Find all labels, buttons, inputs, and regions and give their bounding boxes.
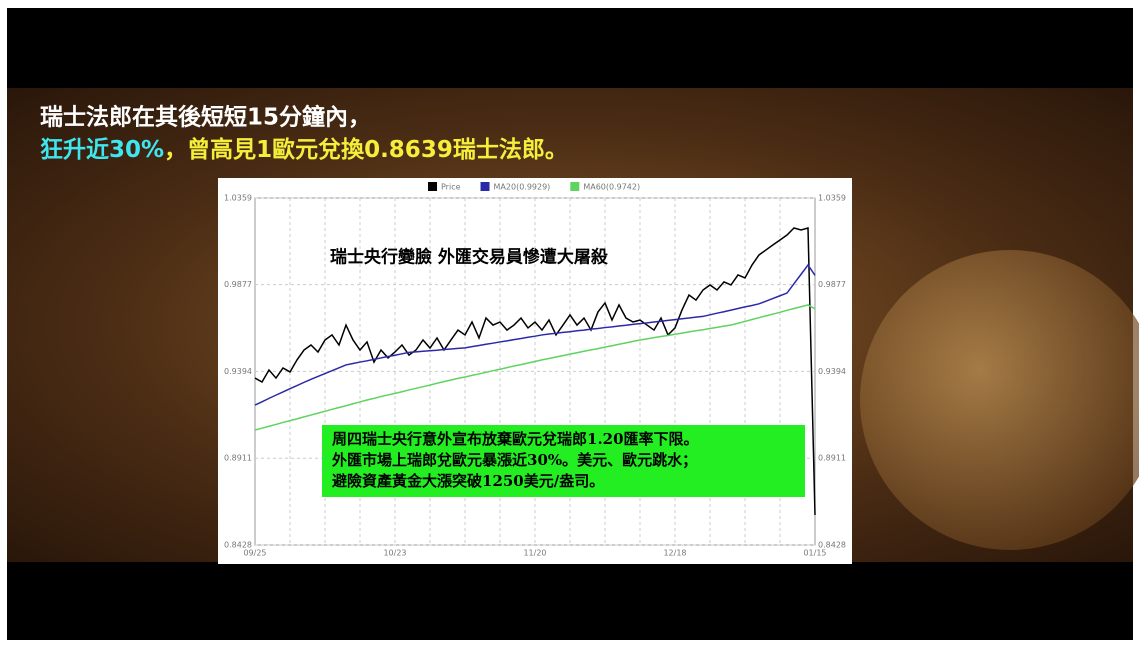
legend-label: MA60(0.9742)	[583, 183, 640, 192]
x-tick-label: 10/23	[383, 549, 406, 558]
legend-label: Price	[441, 183, 461, 192]
y2-tick-label: 0.8428	[818, 541, 846, 550]
annotation-text: 外匯市場上瑞郎兌歐元暴漲近30%。美元、歐元跳水；	[331, 451, 697, 469]
y-tick-label: 1.0359	[224, 194, 252, 203]
y2-tick-label: 0.9394	[818, 367, 846, 376]
y-tick-label: 0.8428	[224, 541, 252, 550]
series-line	[254, 227, 816, 516]
annotation-box	[322, 425, 805, 497]
x-tick-label: 09/25	[243, 549, 266, 558]
y-tick-label: 0.9394	[224, 367, 252, 376]
y2-tick-label: 0.9877	[818, 280, 846, 289]
legend-swatch	[570, 182, 580, 191]
x-tick-label: 01/15	[803, 549, 826, 558]
caption-highlight: 狂升近30%	[40, 137, 164, 163]
series-line	[254, 304, 816, 431]
legend-swatch	[428, 182, 437, 191]
annotation-text: 周四瑞士央行意外宣布放棄歐元兌瑞郎1.20匯率下限。	[332, 430, 699, 448]
y-tick-label: 0.8911	[224, 454, 252, 463]
y2-tick-label: 1.0359	[818, 194, 846, 203]
legend-label: MA20(0.9929)	[494, 183, 551, 192]
series-line	[254, 263, 816, 406]
annotation-text: 避險資產黃金大漲突破1250美元/盎司。	[332, 472, 604, 490]
chart: 0.8428 0.8428 0.8911 0.8911 0.9394 0.9394 0.98…	[224, 182, 846, 558]
x-tick-label: 11/20	[523, 549, 546, 558]
caption-line1: 瑞士法郎在其後短短15分鐘內，	[40, 104, 371, 131]
caption-rest: ，曾高見1歐元兌換0.8639瑞士法郎。	[164, 136, 568, 163]
legend-swatch	[480, 182, 490, 191]
caption-line2: 狂升近30%，曾高見1歐元兌換0.8639瑞士法郎。	[40, 136, 568, 163]
chart-annotation: 瑞士央行變臉 外匯交易員慘遭大屠殺	[330, 247, 609, 268]
x-tick-label: 12/18	[663, 549, 686, 558]
y2-tick-label: 0.8911	[818, 454, 846, 463]
coin	[860, 250, 1139, 550]
y-tick-label: 0.9877	[224, 280, 252, 289]
